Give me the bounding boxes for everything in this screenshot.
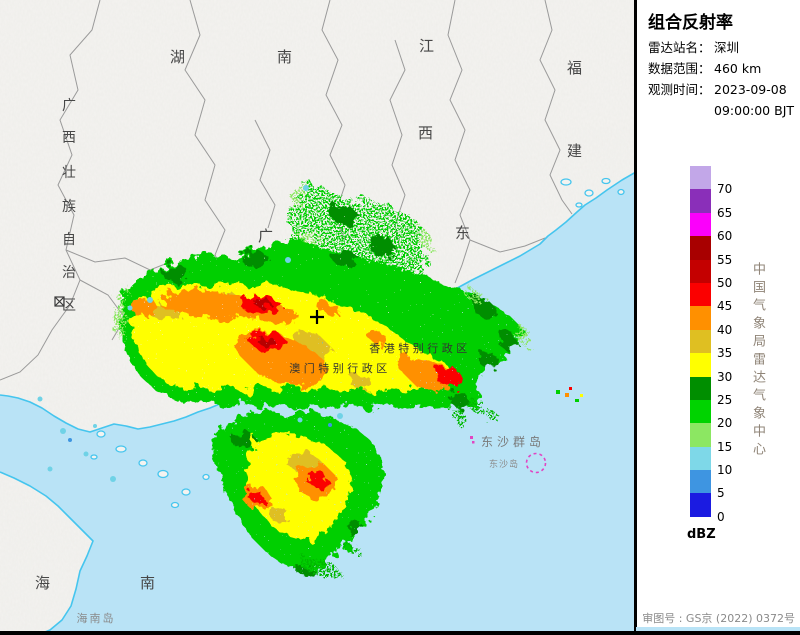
- map-label: 治: [62, 265, 76, 281]
- map-label: 区: [62, 298, 76, 314]
- colorbar-tick-label: 5: [717, 486, 725, 501]
- colorbar-block: 25: [690, 376, 732, 406]
- colorbar-block: 45: [690, 282, 732, 312]
- colorbar-block: 65: [690, 189, 732, 219]
- colorbar-tick-label: 35: [717, 346, 733, 361]
- map-label: 澳门特别行政区: [289, 361, 391, 375]
- map-label: 海: [35, 574, 50, 592]
- colorbar-block: 15: [690, 423, 732, 453]
- product-title: 组合反射率: [648, 13, 733, 33]
- colorbar-tick-label: 45: [717, 299, 733, 314]
- map-label: 南: [277, 48, 292, 66]
- colorbar-block: 5: [690, 470, 725, 499]
- radar-echoes: [37, 180, 583, 578]
- colorbar-tick-label: 60: [717, 229, 733, 244]
- map-label: 自: [62, 232, 76, 248]
- bottom-blue-strip: [636, 627, 800, 631]
- station-box-marker: [54, 296, 65, 307]
- colorbar-tick-label: 55: [717, 252, 733, 267]
- map-label: 香港特别行政区: [369, 341, 471, 355]
- colorbar-tick-label: 15: [717, 439, 733, 454]
- colorbar-tick-label: 65: [717, 205, 733, 220]
- radar-station-marker-icon: [310, 310, 324, 324]
- map-label: 南: [140, 574, 155, 592]
- info-row-time: 观测时间： 2023-09-08: [648, 82, 787, 97]
- map-label: 壮: [62, 165, 76, 181]
- colorbar-block: 70: [690, 166, 732, 195]
- echo-specks: [37, 185, 583, 482]
- colorbar-tick-label: 30: [717, 369, 733, 384]
- map-label: 建: [567, 142, 582, 160]
- colorbar-block: 40: [690, 306, 732, 336]
- map-label: 族: [62, 199, 76, 215]
- map-label: 东: [455, 224, 470, 242]
- colorbar-block: 20: [690, 399, 732, 429]
- info-row-range: 数据范围： 460 km: [648, 61, 762, 76]
- colorbar-tick-label: 20: [717, 416, 733, 431]
- bottom-border: [0, 631, 800, 635]
- watermark-text: 中国气象局雷达气象中心: [750, 262, 765, 460]
- dongsha-atoll: [470, 436, 547, 474]
- colorbar-tick-label: 40: [717, 322, 733, 337]
- colorbar-block: 0: [690, 493, 725, 523]
- colorbar-tick-label: 25: [717, 392, 733, 407]
- map-license-number: 审图号 : GS京 (2022) 0372号: [642, 612, 795, 625]
- colorbar-block: 50: [690, 259, 732, 289]
- colorbar-tick-label: 10: [717, 463, 733, 478]
- map-label: 福: [567, 59, 582, 77]
- radar-info: 雷达站名： 深圳 数据范围： 460 km 观测时间： 2023-09-08 0…: [648, 37, 798, 121]
- map-label: 广: [258, 227, 273, 245]
- province-labels: 湖南江西福建广 东广西壮族自治区海 南海南岛: [35, 37, 582, 625]
- colorbar-block: 60: [690, 212, 732, 242]
- map-label: 东沙岛: [489, 458, 519, 470]
- radar-map: 湖南江西福建广东广西壮族自治区海南海南岛: [0, 0, 637, 635]
- colorbar-block: 55: [690, 236, 732, 266]
- info-row-time2: 09:00:00 BJT: [714, 103, 795, 118]
- legend-panel: 组合反射率 雷达站名： 深圳 数据范围： 460 km 观测时间： 2023-0…: [637, 0, 800, 631]
- map-label: 湖: [170, 48, 185, 66]
- colorbar-unit: dBZ: [687, 527, 716, 542]
- colorbar-block: 30: [690, 353, 732, 383]
- map-label: 西: [418, 124, 433, 142]
- map-label: 广: [62, 98, 76, 114]
- colorbar-block: 35: [690, 329, 732, 359]
- map-label: 东沙群岛: [481, 434, 545, 449]
- colorbar-tick-label: 0: [717, 509, 725, 524]
- map-label: 海南岛: [77, 611, 116, 625]
- map-label: 江: [419, 37, 434, 55]
- colorbar-tick-label: 50: [717, 275, 733, 290]
- map-label: 西: [62, 130, 76, 146]
- reflectivity-colorbar: 70 65 60 55 50 45 40 35 30 25 20 15 10 5 0: [690, 166, 732, 523]
- islands: [90, 177, 625, 509]
- colorbar-block: 10: [690, 446, 732, 476]
- map-panel-divider: [634, 0, 637, 631]
- colorbar-tick-label: 70: [717, 182, 733, 197]
- info-row-station: 雷达站名： 深圳: [648, 40, 740, 55]
